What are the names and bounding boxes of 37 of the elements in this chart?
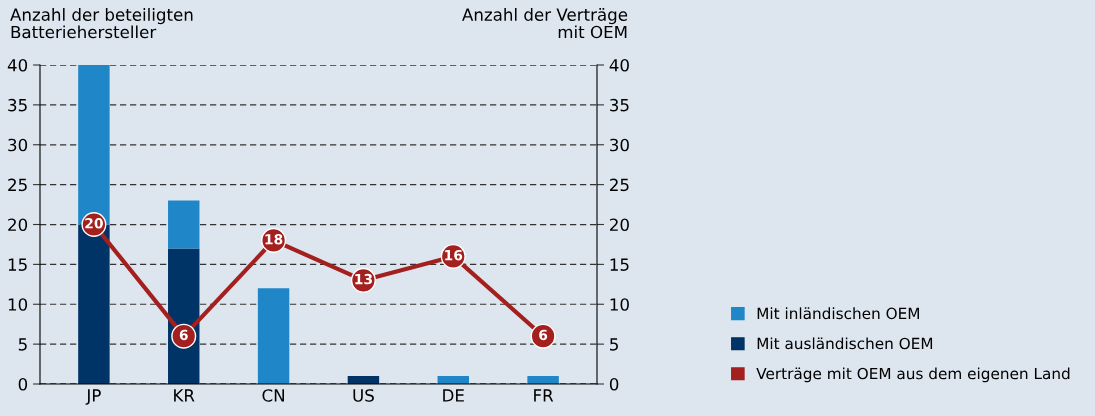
data-label: 20 [85,218,103,229]
x-tick-label: CN [262,389,284,402]
data-label: 6 [539,329,548,341]
bar [168,200,200,249]
y-tick-label: 10 [8,298,28,311]
x-tick-label: DE [443,389,464,402]
y-tick-label: 25 [8,178,27,192]
y-tick-label: 15 [8,258,27,271]
x-tick-label: US [353,389,374,402]
y2-tick-label: 35 [610,98,629,112]
y2-axis-title: Anzahl der Verträge mit OEM [462,8,628,39]
y-tick-label: 5 [18,338,27,351]
y-tick-label: 20 [8,218,28,232]
y-tick-label: 40 [7,58,28,72]
y2-tick-label: 10 [610,298,629,311]
data-label: 18 [265,233,283,245]
data-label: 16 [445,249,463,261]
y2-tick-label: 5 [610,338,618,351]
legend-label: Verträge mit OEM aus dem eigenen Land [756,367,1070,383]
x-tick-label: FR [534,389,554,402]
x-tick-label: KR [174,389,195,402]
y2-tick-label: 0 [609,377,619,391]
y-axis-title: Anzahl der beteiligten Batteriehersteller [10,8,193,39]
legend-label: Mit ausländischen OEM [757,337,933,350]
data-label: 6 [179,329,188,341]
y2-tick-label: 20 [610,218,629,232]
y-tick-label: 35 [8,98,27,112]
bar [257,288,290,384]
y-tick-label: 30 [8,138,28,152]
legend-label: Mit inländischen OEM [757,307,919,320]
y2-tick-label: 15 [610,258,629,271]
y-tick-label: 0 [18,377,28,391]
y2-tick-label: 40 [609,58,629,72]
data-label: 13 [355,273,372,285]
x-tick-label: JP [85,389,101,405]
y2-tick-label: 25 [610,178,629,192]
y2-tick-label: 30 [610,138,629,152]
